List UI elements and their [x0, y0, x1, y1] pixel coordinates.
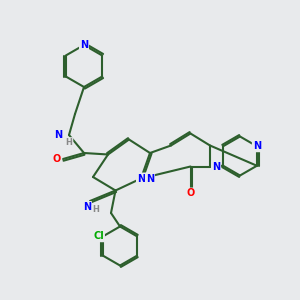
- Text: N: N: [137, 173, 145, 184]
- Text: N: N: [80, 40, 88, 50]
- Text: N: N: [253, 141, 261, 151]
- Text: N: N: [54, 130, 63, 140]
- Text: O: O: [53, 154, 61, 164]
- Text: H: H: [66, 138, 72, 147]
- Text: N: N: [212, 161, 220, 172]
- Text: N: N: [146, 173, 154, 184]
- Text: O: O: [186, 188, 195, 199]
- Text: Cl: Cl: [93, 231, 104, 241]
- Text: N: N: [83, 202, 91, 212]
- Text: H: H: [93, 206, 99, 214]
